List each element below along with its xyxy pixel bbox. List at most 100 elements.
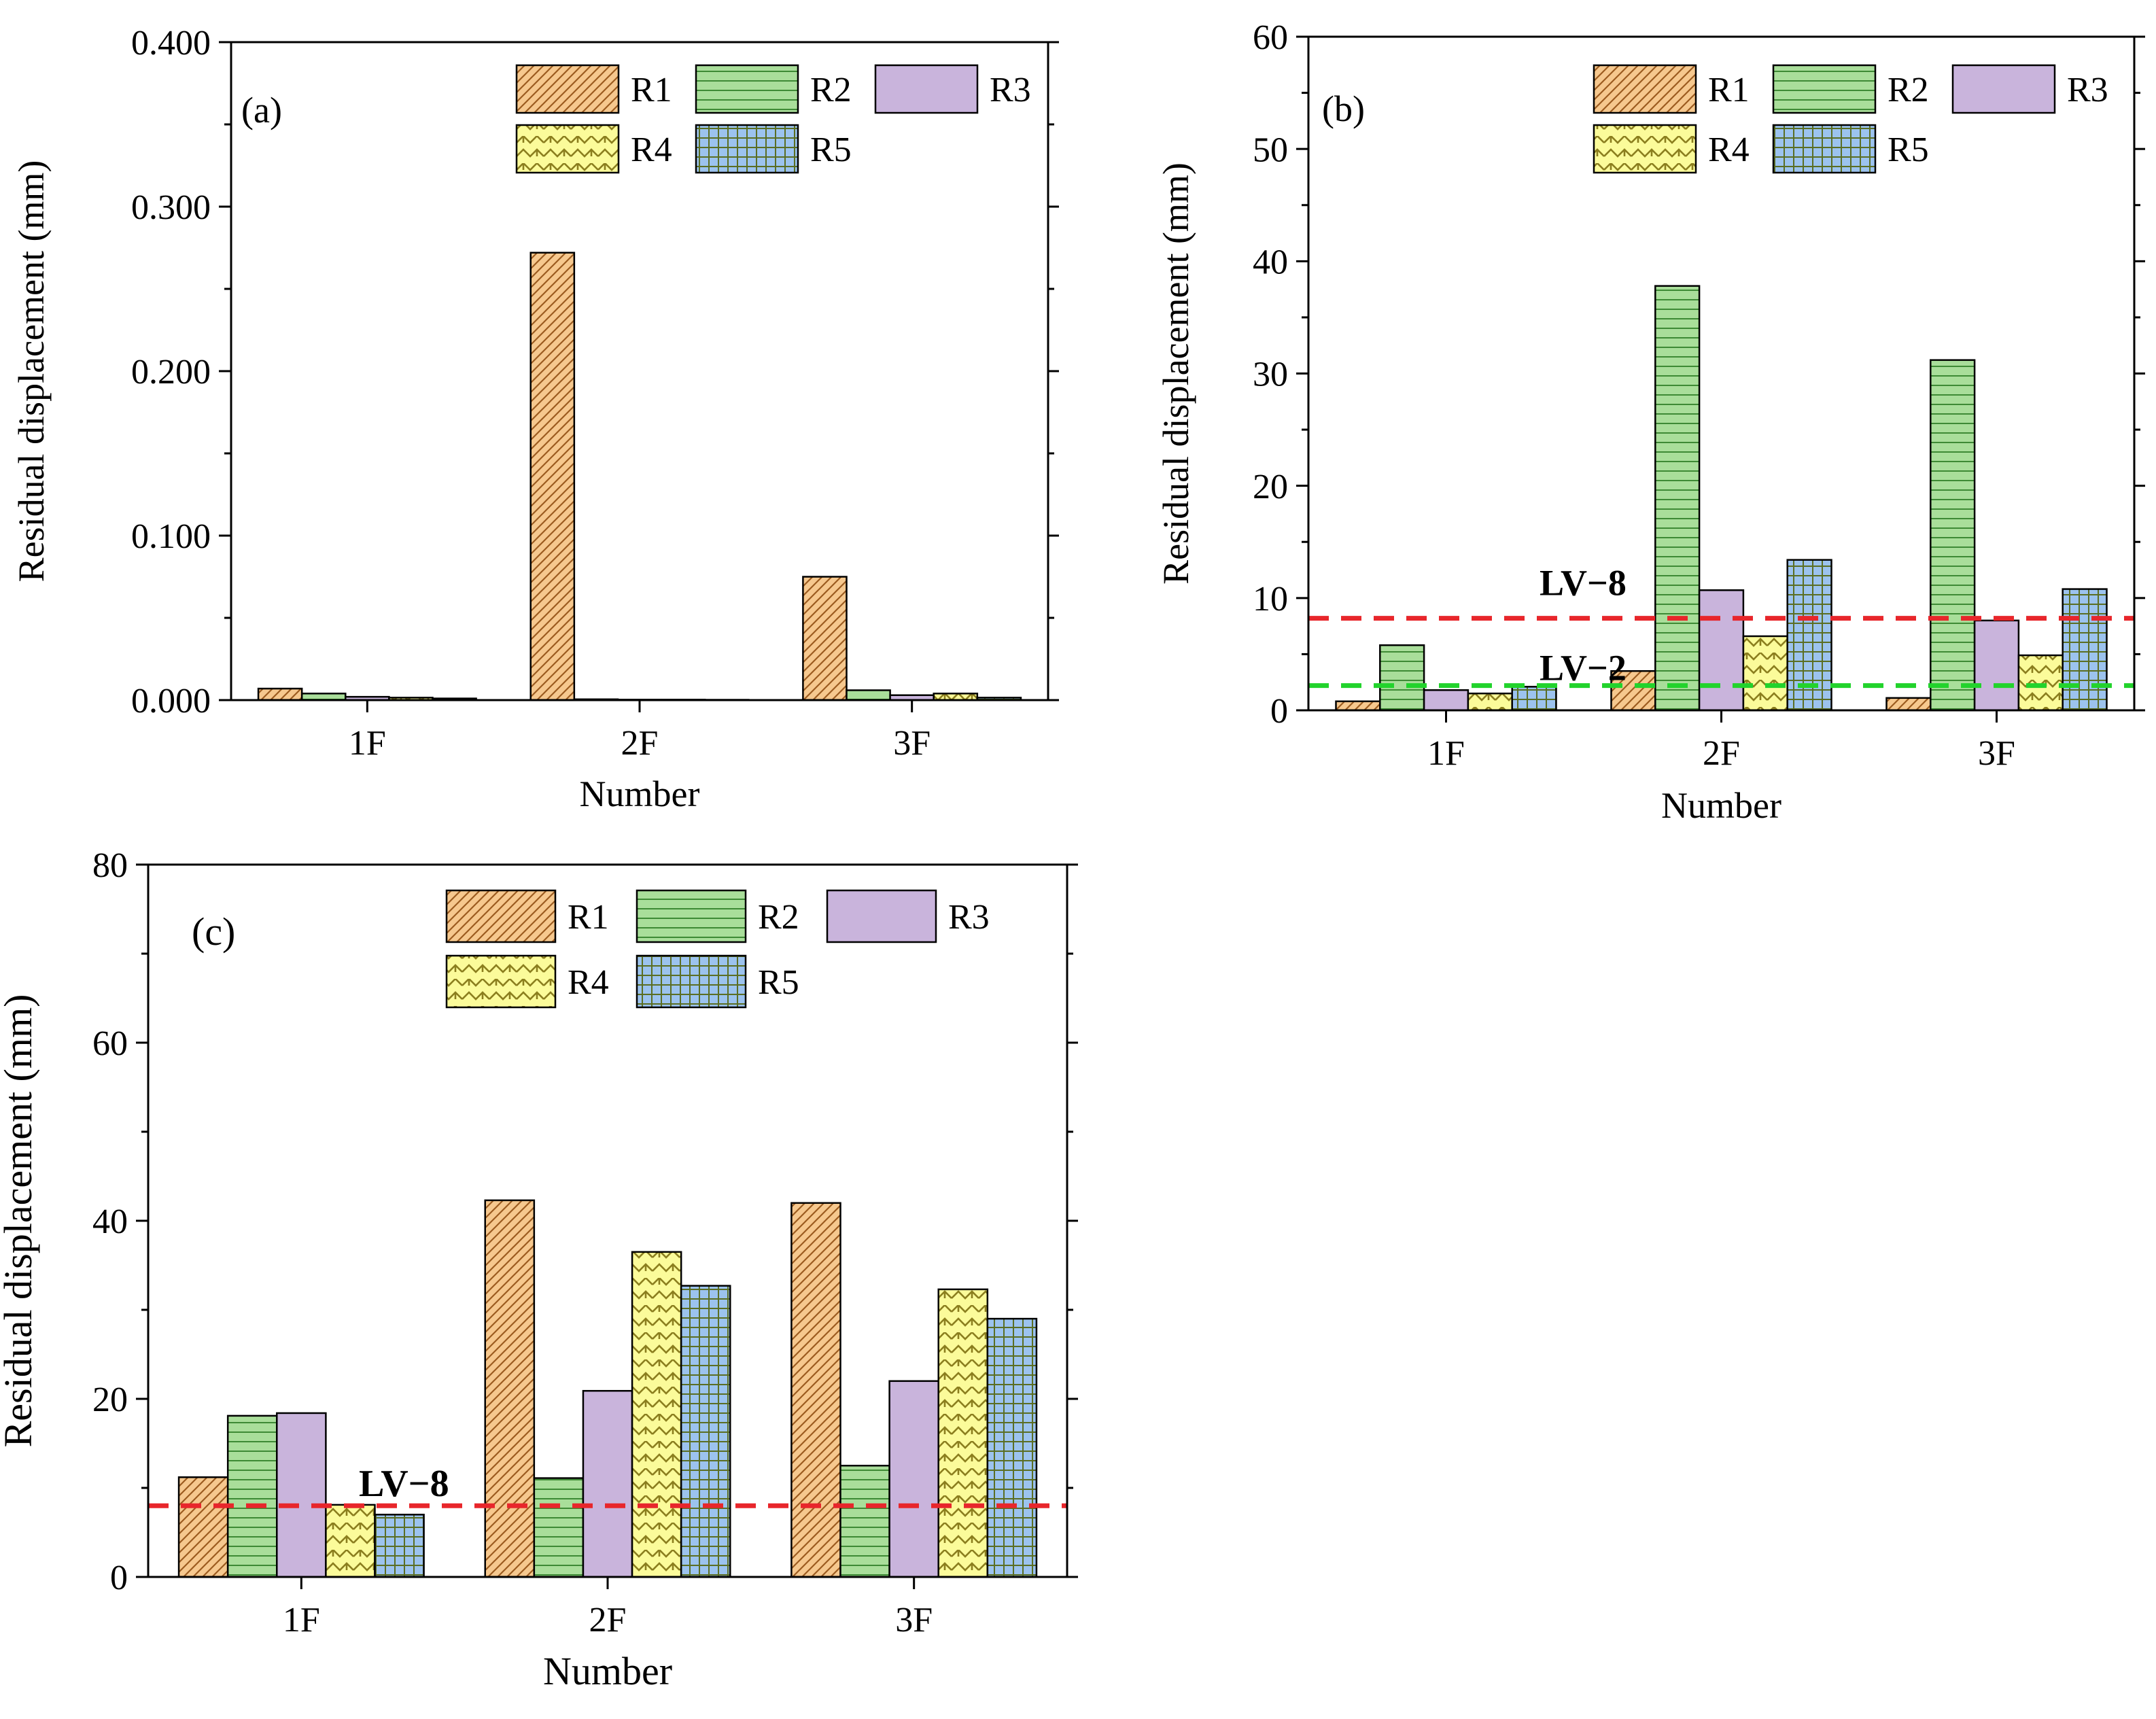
legend-label: R3 [2067,71,2108,109]
bar-r1-3f [790,1202,841,1578]
x-axis-label: Number [543,1649,672,1693]
bar-r3-3f [1973,619,2020,712]
bar-r3-1f [1423,689,1470,712]
legend-label: R2 [810,71,852,109]
bar-r1-2f [484,1199,536,1578]
x-tick-label: 2F [589,1601,627,1639]
chart-panel: 0.000 0.100 0.200 0.300 0.400 1F 2F 3F Number Res… [11,24,1059,814]
legend-label: R5 [1888,131,1929,169]
legend-swatch-r3 [1951,64,2056,114]
legend-swatch-r1 [1593,64,1697,114]
bar-r2-3f [839,1465,890,1578]
x-tick-label: 2F [1703,734,1740,773]
legend-swatch-r5 [695,124,799,174]
bar-r4-1f [1467,692,1513,712]
legend-label: R4 [631,131,672,169]
bar-r3-3f [888,1380,939,1578]
bar-r2-1f [226,1414,278,1578]
reference-line-label: LV−8 [359,1463,449,1505]
legend-label: R4 [1708,131,1750,169]
y-tick-label: 20 [92,1381,128,1419]
x-tick-label: 1F [1427,734,1465,773]
bar-r4-2f [1742,635,1788,712]
x-axis-label: Number [580,774,700,814]
bar-r3-2f [1698,589,1745,712]
y-tick-label: 20 [1253,468,1288,506]
legend: R1 R2 R3 R4 R5 [445,889,990,1009]
legend-label: R4 [568,963,609,1002]
y-axis-label: Residual displacement (mm) [1155,162,1196,585]
x-tick-label: 3F [893,724,931,763]
bar-r4-2f [631,1251,682,1578]
legend-swatch-r3 [826,889,937,943]
x-tick-label: 3F [895,1601,933,1639]
bar-r5-3f [986,1317,1038,1578]
y-tick-label: 0 [1270,692,1288,731]
y-tick-label: 30 [1253,355,1288,394]
panel-label: (c) [192,909,235,954]
y-tick-label: 0.200 [131,353,211,392]
bar-r2-2f [1654,285,1701,712]
y-tick-label: 0 [110,1559,128,1597]
y-tick-label: 60 [92,1024,128,1063]
chart-panel: LV−8 LV−2 0 10 20 30 40 50 60 1F 2F 3F Number Residua… [1155,18,2145,826]
legend-label: R2 [1888,71,1929,109]
legend-swatch-r4 [1593,124,1697,174]
bar-r1-3f [802,576,848,701]
y-tick-label: 0.400 [131,24,211,63]
bar-r1-1f [177,1476,229,1578]
y-tick-label: 40 [1253,243,1288,282]
bar-r4-3f [937,1288,989,1578]
bar-r2-3f [1930,359,1976,712]
x-tick-label: 3F [1978,734,2015,773]
y-tick-label: 40 [92,1202,128,1241]
x-tick-label: 2F [621,724,659,763]
y-tick-label: 10 [1253,580,1288,619]
bar-r1-2f [529,251,576,701]
legend: R1 R2 R3 R4 R5 [1593,64,2108,174]
bar-r4-1f [325,1504,376,1578]
y-tick-label: 0.300 [131,188,211,227]
bar-r1-1f [1335,700,1381,712]
bar-r1-3f [1885,697,1932,712]
legend-label: R5 [758,963,799,1002]
panel-label: (b) [1322,88,1365,129]
y-axis-label: Residual displacement (mm) [0,994,40,1448]
legend-label: R3 [990,71,1031,109]
legend-swatch-r2 [1772,64,1877,114]
legend-swatch-r4 [515,124,620,174]
legend-label: R5 [810,131,852,169]
reference-line-label: LV−2 [1540,648,1627,689]
y-tick-label: 80 [92,846,128,885]
legend-swatch-r1 [515,64,620,114]
bar-r3-1f [276,1412,327,1578]
x-tick-label: 1F [283,1601,320,1639]
legend-swatch-r4 [445,954,557,1009]
y-tick-label: 60 [1253,18,1288,57]
legend-label: R1 [631,71,672,109]
bar-r5-1f [1511,686,1557,712]
y-tick-label: 0.000 [131,682,211,720]
legend-label: R1 [568,898,609,937]
bar-r2-2f [533,1477,585,1578]
legend-label: R3 [948,898,990,937]
bar-r5-3f [2062,588,2108,712]
bar-r2-3f [846,689,891,701]
bar-r4-3f [2017,654,2064,712]
bar-r5-2f [680,1285,731,1578]
legend-swatch-r5 [636,954,747,1009]
x-axis-label: Number [1661,785,1781,826]
legend-swatch-r2 [695,64,799,114]
y-axis-label: Residual displacement (mm) [11,160,52,583]
bar-r3-2f [582,1389,633,1578]
panel-label: (a) [241,90,282,131]
x-tick-label: 1F [349,724,386,763]
legend-label: R2 [758,898,799,937]
legend-label: R1 [1708,71,1750,109]
legend-swatch-r2 [636,889,747,943]
bar-r5-1f [374,1514,425,1578]
bar-r1-1f [257,687,303,701]
reference-line-label: LV−8 [1540,563,1627,604]
legend: R1 R2 R3 R4 R5 [515,64,1031,174]
